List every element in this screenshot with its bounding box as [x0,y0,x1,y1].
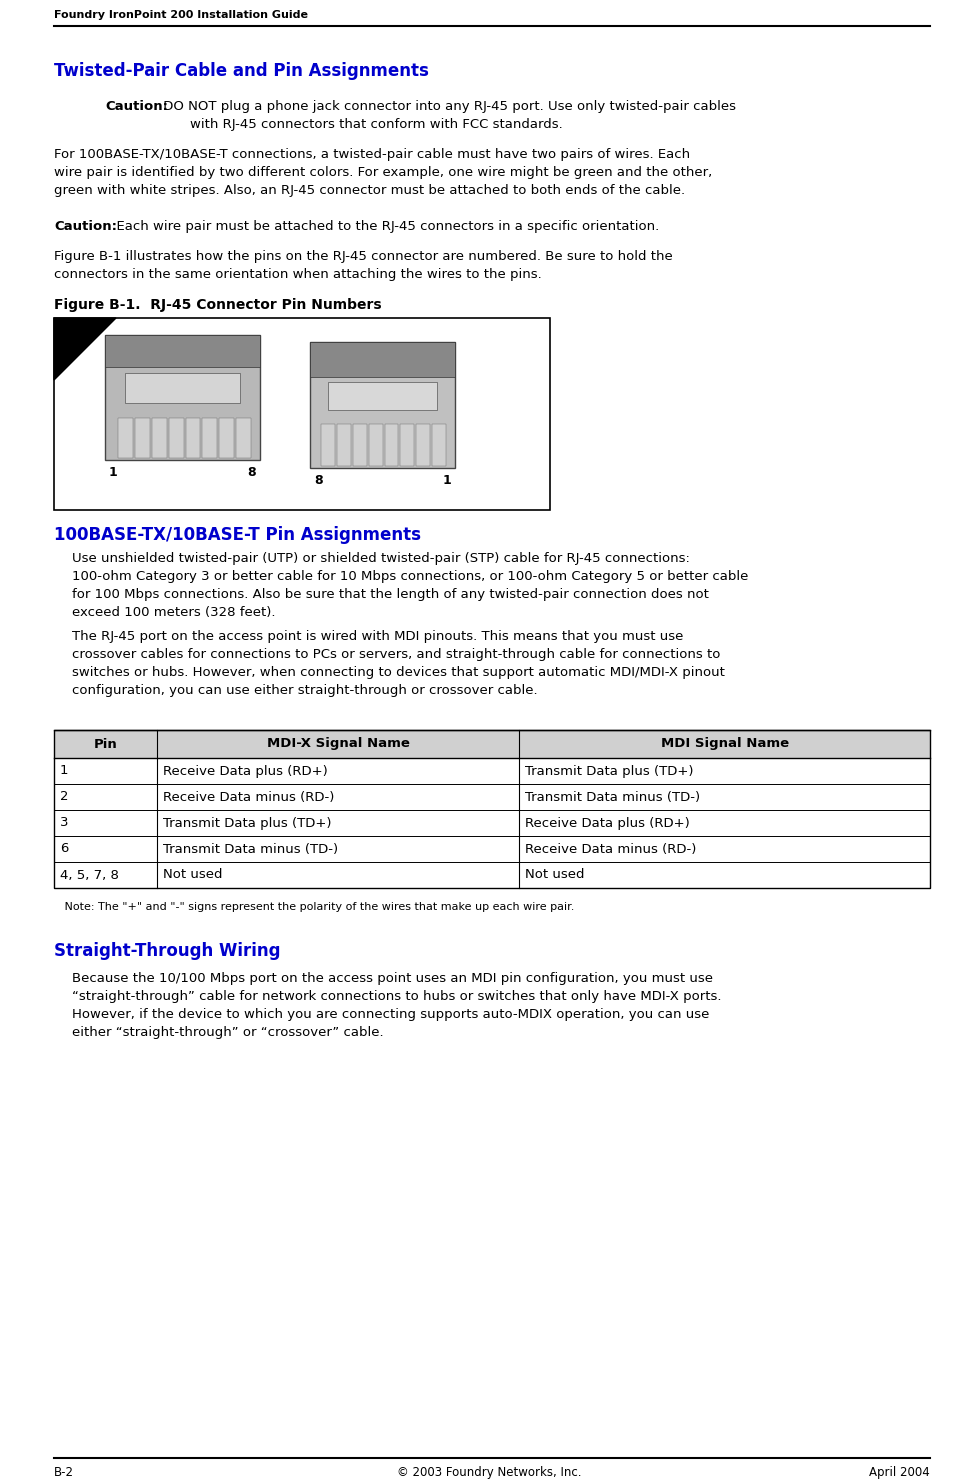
Text: with RJ-45 connectors that conform with FCC standards.: with RJ-45 connectors that conform with … [190,119,562,131]
Text: April 2004: April 2004 [869,1467,929,1479]
Text: green with white stripes. Also, an RJ-45 connector must be attached to both ends: green with white stripes. Also, an RJ-45… [54,184,685,197]
Text: 1: 1 [108,466,117,479]
Bar [54,785,929,810]
Text: configuration, you can use either straight-through or crossover cable.: configuration, you can use either straig… [72,684,537,697]
Text: Transmit Data minus (TD-): Transmit Data minus (TD-) [525,790,700,804]
Text: Straight-Through Wiring: Straight-Through Wiring [54,942,280,960]
Bar [320,424,334,466]
Text: MDI Signal Name: MDI Signal Name [659,737,787,750]
Text: “straight-through” cable for network connections to hubs or switches that only h: “straight-through” cable for network con… [72,991,721,1003]
Text: 8: 8 [314,475,322,486]
Text: crossover cables for connections to PCs or servers, and straight-through cable f: crossover cables for connections to PCs … [72,648,720,661]
Bar [327,383,437,409]
Bar [168,418,184,458]
Text: Use unshielded twisted-pair (UTP) or shielded twisted-pair (STP) cable for RJ-45: Use unshielded twisted-pair (UTP) or shi… [72,552,689,565]
Text: Because the 10/100 Mbps port on the access point uses an MDI pin configuration, : Because the 10/100 Mbps port on the acce… [72,971,712,985]
Bar [54,730,929,888]
Text: Transmit Data minus (TD-): Transmit Data minus (TD-) [163,842,338,856]
Bar [151,418,166,458]
Text: Figure B-1.  RJ-45 Connector Pin Numbers: Figure B-1. RJ-45 Connector Pin Numbers [54,298,381,311]
Text: switches or hubs. However, when connecting to devices that support automatic MDI: switches or hubs. However, when connecti… [72,666,724,679]
Text: © 2003 Foundry Networks, Inc.: © 2003 Foundry Networks, Inc. [397,1467,580,1479]
Text: Transmit Data plus (TD+): Transmit Data plus (TD+) [163,817,331,829]
Bar [54,317,549,510]
Bar [105,335,260,460]
Bar [135,418,149,458]
Bar [310,343,454,469]
Bar [105,335,260,366]
Bar [336,424,351,466]
Bar [219,418,234,458]
Text: 3: 3 [60,817,68,829]
Text: 1: 1 [442,475,450,486]
Text: 4, 5, 7, 8: 4, 5, 7, 8 [60,869,119,881]
Text: Not used: Not used [163,869,223,881]
Bar [400,424,414,466]
Bar [368,424,382,466]
Text: 100BASE-TX/10BASE-T Pin Assignments: 100BASE-TX/10BASE-T Pin Assignments [54,526,420,544]
Text: Figure B-1 illustrates how the pins on the RJ-45 connector are numbered. Be sure: Figure B-1 illustrates how the pins on t… [54,251,672,262]
Bar [310,343,454,377]
Bar [54,758,929,785]
Text: Foundry IronPoint 200 Installation Guide: Foundry IronPoint 200 Installation Guide [54,10,308,19]
Bar [384,424,398,466]
Bar [54,836,929,862]
Text: either “straight-through” or “crossover” cable.: either “straight-through” or “crossover”… [72,1026,383,1040]
Bar [202,418,217,458]
Text: Pin: Pin [94,737,117,750]
Bar [432,424,446,466]
Text: 1: 1 [60,765,68,777]
Text: 100-ohm Category 3 or better cable for 10 Mbps connections, or 100-ohm Category : 100-ohm Category 3 or better cable for 1… [72,569,747,583]
Text: Caution:: Caution: [105,99,168,113]
Text: B-2: B-2 [54,1467,74,1479]
Polygon shape [54,317,116,380]
Text: 6: 6 [60,842,68,856]
Text: for 100 Mbps connections. Also be sure that the length of any twisted-pair conne: for 100 Mbps connections. Also be sure t… [72,587,708,601]
Bar [186,418,200,458]
Text: However, if the device to which you are connecting supports auto-MDIX operation,: However, if the device to which you are … [72,1008,708,1020]
Text: Receive Data plus (RD+): Receive Data plus (RD+) [525,817,689,829]
Bar [416,424,430,466]
Text: For 100BASE-TX/10BASE-T connections, a twisted-pair cable must have two pairs of: For 100BASE-TX/10BASE-T connections, a t… [54,148,690,162]
Bar [118,418,133,458]
Text: Twisted-Pair Cable and Pin Assignments: Twisted-Pair Cable and Pin Assignments [54,62,429,80]
Text: Receive Data plus (RD+): Receive Data plus (RD+) [163,765,327,777]
Bar [125,374,239,403]
Text: Not used: Not used [525,869,584,881]
Text: exceed 100 meters (328 feet).: exceed 100 meters (328 feet). [72,607,276,618]
Text: 8: 8 [247,466,256,479]
Bar [54,862,929,888]
Bar [235,418,251,458]
Text: Note: The "+" and "-" signs represent the polarity of the wires that make up eac: Note: The "+" and "-" signs represent th… [54,902,573,912]
Text: Receive Data minus (RD-): Receive Data minus (RD-) [163,790,334,804]
Text: connectors in the same orientation when attaching the wires to the pins.: connectors in the same orientation when … [54,268,541,280]
Bar [54,810,929,836]
Text: wire pair is identified by two different colors. For example, one wire might be : wire pair is identified by two different… [54,166,711,179]
Text: The RJ-45 port on the access point is wired with MDI pinouts. This means that yo: The RJ-45 port on the access point is wi… [72,630,683,644]
Text: Transmit Data plus (TD+): Transmit Data plus (TD+) [525,765,693,777]
Text: Each wire pair must be attached to the RJ-45 connectors in a specific orientatio: Each wire pair must be attached to the R… [107,219,658,233]
Text: 2: 2 [60,790,68,804]
Text: MDI-X Signal Name: MDI-X Signal Name [267,737,409,750]
Text: Caution:: Caution: [54,219,117,233]
Bar [353,424,366,466]
Text: Receive Data minus (RD-): Receive Data minus (RD-) [525,842,696,856]
Bar [54,730,929,758]
Text: DO NOT plug a phone jack connector into any RJ-45 port. Use only twisted-pair ca: DO NOT plug a phone jack connector into … [159,99,736,113]
